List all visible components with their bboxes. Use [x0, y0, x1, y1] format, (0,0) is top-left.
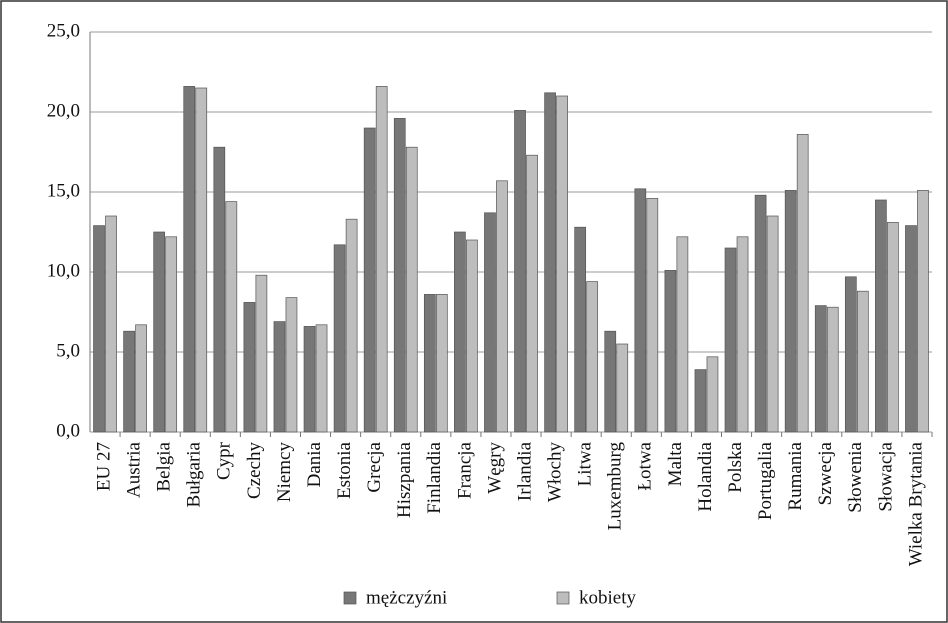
bar	[423, 294, 436, 433]
bar	[634, 188, 647, 433]
x-tick-label: Niemcy	[274, 442, 295, 503]
bar	[213, 146, 226, 433]
bar	[526, 154, 538, 433]
bar	[285, 297, 298, 433]
x-tick-label: Austria	[123, 441, 144, 498]
bar	[664, 270, 677, 433]
y-tick-label: 10,0	[47, 260, 80, 281]
bar	[484, 212, 496, 433]
x-tick-label: Finlandia	[424, 441, 445, 513]
x-tick-label: Słowenia	[845, 441, 866, 512]
legend-label: mężczyźni	[366, 587, 447, 608]
bar	[514, 110, 526, 433]
bar	[363, 127, 376, 433]
x-tick-label: Bułgaria	[184, 441, 205, 507]
x-tick-label: Holandia	[695, 441, 716, 511]
bar	[796, 134, 809, 433]
y-tick-label: 15,0	[47, 180, 80, 201]
bar	[736, 236, 749, 433]
bar	[303, 326, 316, 433]
bar	[905, 225, 917, 433]
bar	[766, 215, 779, 433]
bar	[165, 236, 178, 433]
x-tick-label: Cypr	[214, 441, 235, 480]
bar	[616, 343, 629, 433]
bar	[784, 190, 797, 433]
bar	[405, 146, 418, 433]
x-tick-label: Polska	[725, 441, 746, 492]
bar	[887, 222, 899, 433]
bar	[574, 226, 587, 433]
bar	[814, 305, 827, 433]
bar	[875, 199, 887, 433]
x-tick-label: Hiszpania	[394, 441, 415, 518]
x-tick-label: Portugalia	[755, 441, 776, 520]
bar	[676, 236, 689, 433]
bar	[375, 86, 388, 433]
bar	[856, 290, 869, 433]
bar	[586, 281, 599, 433]
bar	[454, 231, 466, 433]
y-tick-label: 5,0	[56, 340, 80, 361]
legend-label: kobiety	[579, 587, 636, 608]
bar	[754, 194, 767, 433]
x-tick-label: Litwa	[575, 441, 596, 486]
legend-swatch	[556, 591, 570, 605]
bar	[544, 92, 556, 433]
x-tick-label: Luxemburg	[605, 442, 626, 531]
x-tick-label: Belgia	[154, 441, 175, 491]
bar	[195, 87, 208, 433]
bar	[333, 244, 346, 433]
x-tick-label: Irlandia	[514, 441, 535, 501]
bar	[135, 324, 147, 433]
bar	[243, 302, 256, 433]
bar	[844, 276, 857, 433]
x-tick-label: Malta	[665, 441, 686, 486]
bar	[345, 218, 358, 433]
bar	[826, 306, 839, 433]
bar	[466, 239, 478, 433]
bar	[183, 86, 196, 433]
x-tick-label: Szwecja	[815, 441, 836, 505]
bar	[225, 201, 238, 433]
x-tick-label: Wielka Brytania	[905, 441, 926, 566]
legend-swatch	[343, 591, 357, 605]
bar	[724, 247, 737, 433]
bar	[496, 180, 508, 433]
bar	[694, 369, 707, 433]
x-tick-label: Węgry	[484, 442, 505, 494]
bar	[706, 356, 719, 433]
x-tick-label: Rumania	[785, 441, 806, 510]
x-tick-label: Słowacja	[875, 441, 896, 511]
bar	[153, 231, 166, 433]
bar	[123, 330, 135, 433]
x-tick-label: Łotwa	[635, 441, 656, 490]
bar	[646, 198, 659, 433]
bar	[255, 274, 268, 433]
bar	[273, 321, 286, 433]
bar	[315, 324, 328, 433]
y-tick-label: 25,0	[47, 20, 80, 41]
y-tick-label: 0,0	[56, 420, 80, 441]
x-tick-label: Estonia	[334, 441, 355, 499]
x-tick-label: Grecja	[364, 441, 385, 492]
bar	[435, 294, 448, 433]
x-tick-label: Czechy	[244, 442, 265, 499]
x-tick-label: Włochy	[544, 442, 565, 503]
bar	[604, 330, 617, 433]
bar	[105, 215, 117, 433]
bar	[556, 95, 568, 433]
x-tick-label: EU 27	[93, 442, 114, 491]
bar	[393, 118, 406, 433]
y-tick-label: 20,0	[47, 100, 80, 121]
x-tick-label: Francja	[454, 441, 475, 499]
x-tick-label: Dania	[304, 441, 325, 487]
bar	[93, 225, 105, 433]
bar	[917, 190, 929, 433]
